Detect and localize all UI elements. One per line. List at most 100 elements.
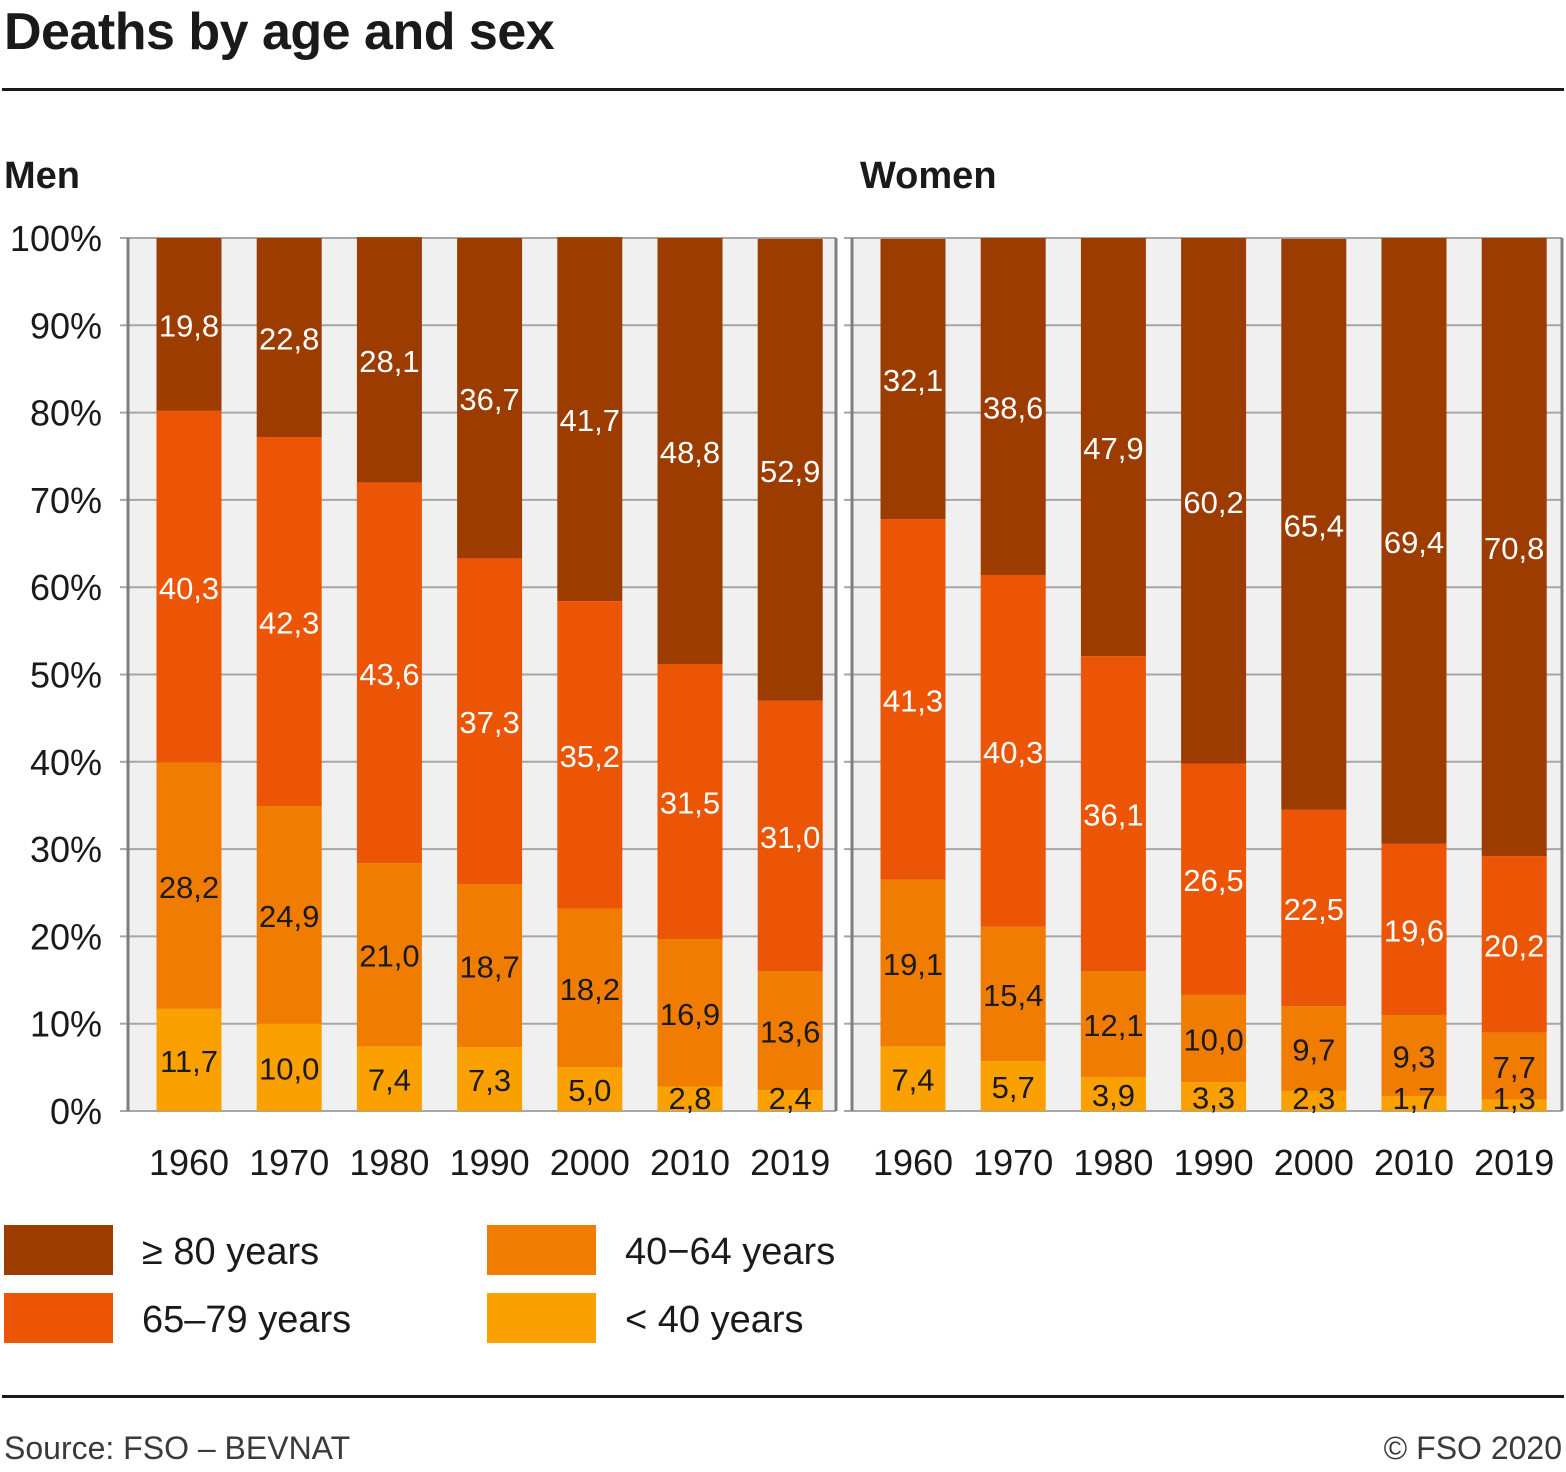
x-tick-label: 1960 [873,1142,953,1183]
bar-segment-40-64-years [1281,1006,1347,1091]
data-label: 28,2 [159,870,219,905]
bar-segment-65-79-years [156,410,222,763]
chart-title: Deaths by age and sex [4,3,555,61]
bar-segment-65-79-years [757,700,823,972]
data-label: 28,1 [359,344,419,379]
bar-segment-65-79-years [356,482,422,864]
bar-segment-65-79-years [1381,843,1447,1015]
data-label: 24,9 [259,899,319,934]
bar-segment-ge-80-years [880,238,946,520]
bar-segment-lt-40-years [757,1090,823,1111]
panel-title: Women [860,155,997,197]
title-divider [2,88,1564,91]
x-tick-label: 2010 [650,1142,730,1183]
bar-segment-lt-40-years [1080,1076,1146,1111]
bar-segment-65-79-years [457,558,523,885]
footer-divider [2,1395,1564,1398]
data-label: 19,6 [1384,913,1444,948]
data-label: 18,2 [560,972,620,1007]
bar-segment-40-64-years [980,926,1046,1062]
data-label: 9,7 [1292,1033,1335,1068]
legend-item-lt-40-years: < 40 years [487,1293,804,1343]
data-label: 2,8 [668,1081,711,1116]
x-tick-label: 2010 [1374,1142,1454,1183]
x-tick-label: 1990 [1174,1142,1254,1183]
bar-segment-ge-80-years [256,238,322,438]
stacked-bar-chart: Men 0% 10% 20% 30% 40% 50% 60% 70% 80% 90% 100% 11,7… [4,155,1564,1343]
bar-segment-40-64-years [880,879,946,1047]
data-label: 37,3 [459,705,519,740]
data-label: 12,1 [1083,1008,1143,1043]
data-label: 48,8 [660,435,720,470]
bar-segment-lt-40-years [1381,1096,1447,1111]
bar-segment-ge-80-years [1281,238,1347,810]
data-label: 52,9 [760,454,820,489]
data-label: 5,0 [568,1073,611,1108]
bar-segment-65-79-years [1080,656,1146,972]
legend-label: 65–79 years [142,1299,351,1341]
y-tick-label: 30% [30,829,102,870]
data-label: 3,9 [1092,1078,1135,1113]
data-label: 22,8 [259,322,319,357]
legend-swatch [4,1293,113,1343]
data-label: 7,3 [468,1063,511,1098]
data-label: 26,5 [1183,863,1243,898]
x-tick-label: 2000 [550,1142,630,1183]
data-label: 35,2 [560,739,620,774]
data-label: 5,7 [992,1070,1035,1105]
bar-segment-ge-80-years [980,238,1046,575]
data-label: 31,5 [660,786,720,821]
data-label: 31,0 [760,820,820,855]
bar-segment-ge-80-years [1181,238,1247,764]
bar-segment-40-64-years [457,884,523,1048]
bar-segment-lt-40-years [256,1023,322,1111]
data-label: 3,3 [1192,1081,1235,1116]
bar-segment-ge-80-years [156,238,222,411]
y-tick-label: 40% [30,742,102,783]
bar-segment-40-64-years [757,971,823,1091]
x-tick-label: 1980 [349,1142,429,1183]
bar-segment-lt-40-years [457,1047,523,1111]
data-label: 41,7 [560,403,620,438]
bar-segment-lt-40-years [880,1046,946,1111]
bar-segment-lt-40-years [1181,1082,1247,1111]
legend-swatch [4,1225,113,1275]
x-tick-label: 1960 [149,1142,229,1183]
data-label: 7,4 [891,1063,934,1098]
source-note: Source: FSO – BEVNAT [4,1430,351,1466]
bar-segment-40-64-years [657,939,723,1087]
x-tick-label: 1970 [973,1142,1053,1183]
legend-label: ≥ 80 years [142,1231,319,1273]
data-label: 36,1 [1083,798,1143,833]
data-labels: 11,7 28,2 40,3 19,8 10,0 24,9 42,3 22,8 7,4 21,0 4… [159,308,821,1116]
data-label: 69,4 [1384,525,1444,560]
data-label: 42,3 [259,606,319,641]
data-label: 10,0 [259,1051,319,1086]
data-label: 18,7 [459,950,519,985]
bar-segment-65-79-years [1481,856,1547,1033]
data-label: 70,8 [1484,531,1544,566]
bar-segment-ge-80-years [1481,238,1547,857]
bar-segment-lt-40-years [980,1061,1046,1111]
y-tick-label: 60% [30,567,102,608]
data-label: 13,6 [760,1015,820,1050]
bar-segment-65-79-years [1281,809,1347,1007]
legend-swatch [487,1225,596,1275]
bar-segment-lt-40-years [356,1046,422,1111]
data-label: 10,0 [1183,1023,1243,1058]
data-label: 36,7 [459,382,519,417]
bars [880,238,1547,1111]
bar-segment-65-79-years [256,437,322,807]
data-label: 38,6 [983,390,1043,425]
x-tick-label: 1980 [1073,1142,1153,1183]
bar-segment-40-64-years [557,908,623,1068]
bar-segment-lt-40-years [1281,1090,1347,1111]
data-labels: 7,4 19,1 41,3 32,1 5,7 15,4 40,3 38,6 3,9 12,1 36,… [883,363,1545,1116]
data-label: 21,0 [359,939,419,974]
x-tick-label: 1970 [249,1142,329,1183]
data-label: 22,5 [1284,892,1344,927]
bar-segment-40-64-years [1381,1014,1447,1097]
data-label: 2,4 [769,1081,812,1116]
legend-item-65-79-years: 65–79 years [4,1293,351,1343]
data-label: 7,7 [1493,1050,1536,1085]
